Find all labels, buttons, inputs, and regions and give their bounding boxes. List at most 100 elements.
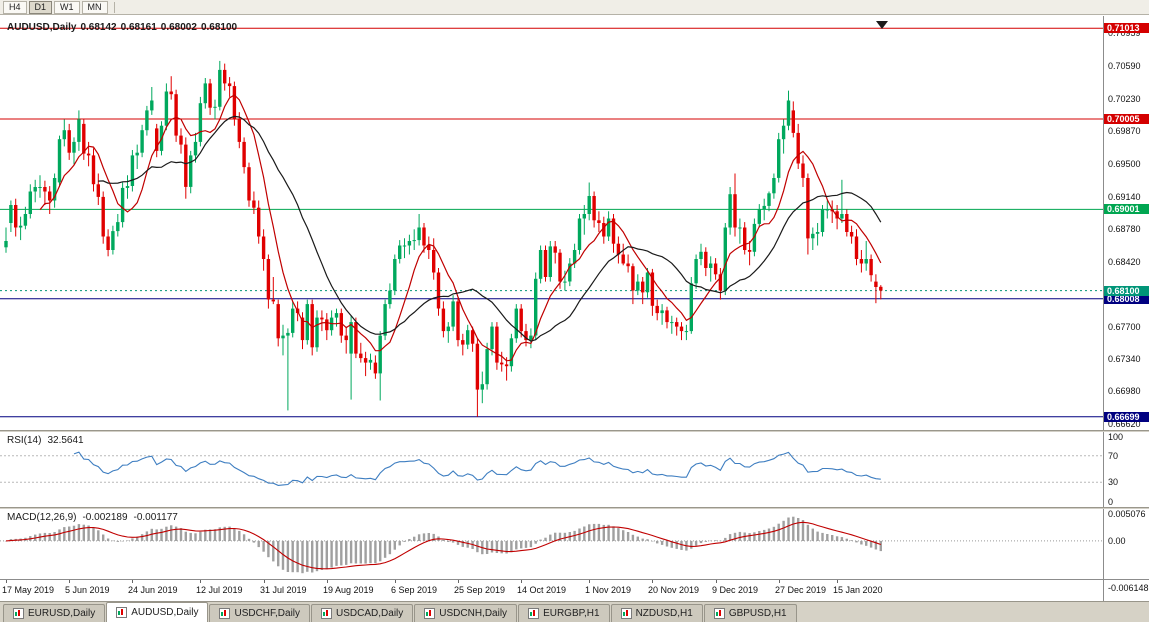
time-tick [458, 580, 459, 583]
rsi-value: 32.5641 [47, 435, 84, 446]
tab-label: EURUSD,Daily [28, 608, 96, 619]
time-tick [652, 580, 653, 583]
tab-usdcad-daily[interactable]: USDCAD,Daily [311, 604, 414, 622]
mini-chart-icon [528, 608, 540, 619]
price-axis-label: 0.69140 [1108, 191, 1141, 202]
time-tick [716, 580, 717, 583]
hline-price-tag: 0.66699 [1104, 411, 1149, 422]
mini-chart-icon [219, 608, 231, 619]
mini-chart-icon [116, 607, 128, 618]
mini-chart-icon [620, 608, 632, 619]
pane-splitter[interactable] [0, 507, 1149, 509]
tab-eurgbp-h1[interactable]: EURGBP,H1 [518, 604, 610, 622]
time-tick [395, 580, 396, 583]
macd-histogram [4, 516, 882, 574]
time-tick [521, 580, 522, 583]
rsi-pane[interactable]: RSI(14) 32.5641 100 70 30 0 [0, 432, 1149, 507]
price-axis-label: 0.70230 [1108, 93, 1141, 104]
macd-pane[interactable]: MACD(12,26,9) -0.002189 -0.001177 0.005076… [0, 509, 1149, 579]
timeframe-mn-button[interactable]: MN [81, 0, 108, 14]
tab-label: USDCAD,Daily [336, 608, 404, 619]
mini-chart-icon [321, 608, 333, 619]
rsi-axis[interactable]: 100 70 30 0 [1103, 432, 1149, 507]
time-tick [200, 580, 201, 583]
time-axis-label: 15 Jan 2020 [833, 585, 883, 595]
time-tick [327, 580, 328, 583]
price-axis-label: 0.70590 [1108, 61, 1141, 72]
tab-eurusd-daily[interactable]: EURUSD,Daily [3, 604, 106, 622]
current-price-tag: 0.68100 [1104, 285, 1149, 296]
time-tick [264, 580, 265, 583]
candles-group [4, 60, 883, 417]
macd-axis-label: 0.005076 [1108, 509, 1146, 519]
chart-title: AUDUSD,Daily 0.68142 0.68161 0.68002 0.68100 [7, 22, 241, 33]
time-tick [69, 580, 70, 583]
hline-price-tag: 0.70005 [1104, 113, 1149, 124]
tab-nzdusd-h1[interactable]: NZDUSD,H1 [610, 604, 703, 622]
moving-average-line [39, 94, 882, 362]
rsi-line [73, 451, 881, 486]
ohlc-open: 0.68142 [80, 22, 117, 33]
time-axis[interactable]: 17 May 2019 5 Jun 2019 24 Jun 2019 12 Jul 2… [0, 579, 1103, 601]
hline-price-tag: 0.69001 [1104, 204, 1149, 215]
price-axis-label: 0.69500 [1108, 159, 1141, 170]
time-axis-label: 31 Jul 2019 [260, 585, 307, 595]
timeframe-w1-button[interactable]: W1 [54, 0, 80, 14]
time-tick [837, 580, 838, 583]
macd-axis[interactable]: 0.005076 0.00 [1103, 509, 1149, 579]
chart-shift-marker [876, 21, 888, 29]
hline-price-tag: 0.71013 [1104, 23, 1149, 34]
macd-label: MACD(12,26,9) -0.002189 -0.001177 [7, 512, 178, 523]
price-axis-label: 0.69870 [1108, 126, 1141, 137]
price-axis-label: 0.67340 [1108, 354, 1141, 365]
timeframe-d1-button[interactable]: D1 [28, 0, 53, 14]
rsi-name: RSI(14) [7, 435, 42, 446]
tab-usdcnh-daily[interactable]: USDCNH,Daily [414, 604, 518, 622]
time-tick [6, 580, 7, 583]
tab-label: NZDUSD,H1 [635, 608, 693, 619]
macd-main-value: -0.002189 [82, 512, 128, 523]
rsi-plot[interactable] [0, 432, 1103, 507]
chart-tab-bar: EURUSD,Daily AUDUSD,Daily USDCHF,Daily U… [0, 601, 1149, 622]
price-axis[interactable]: 0.709590.705900.702300.698700.695000.691… [1103, 16, 1149, 430]
candlestick-chart[interactable] [0, 16, 1103, 430]
time-tick [779, 580, 780, 583]
chart-symbol: AUDUSD,Daily [7, 22, 77, 33]
time-axis-label: 20 Nov 2019 [648, 585, 700, 595]
tab-gbpusd-h1[interactable]: GBPUSD,H1 [703, 604, 797, 622]
macd-signal-value: -0.001177 [133, 512, 178, 523]
rsi-label: RSI(14) 32.5641 [7, 435, 84, 446]
tab-audusd-daily[interactable]: AUDUSD,Daily [106, 602, 209, 622]
tab-label: USDCNH,Daily [439, 608, 508, 619]
price-axis-label: 0.68420 [1108, 256, 1141, 267]
rsi-axis-label: 70 [1108, 450, 1119, 461]
time-axis-label: 5 Jun 2019 [65, 585, 110, 595]
tab-label: GBPUSD,H1 [728, 608, 787, 619]
rsi-axis-label: 100 [1108, 432, 1124, 442]
axis-corner: -0.006148 [1103, 579, 1149, 601]
time-axis-label: 12 Jul 2019 [196, 585, 243, 595]
rsi-axis-label: 0 [1108, 497, 1114, 507]
mini-chart-icon [424, 608, 436, 619]
mini-chart-icon [13, 608, 24, 619]
macd-name: MACD(12,26,9) [7, 512, 77, 523]
price-axis-label: 0.66980 [1108, 386, 1141, 397]
time-axis-label: 9 Dec 2019 [712, 585, 759, 595]
time-axis-label: 27 Dec 2019 [775, 585, 827, 595]
macd-axis-label: -0.006148 [1108, 583, 1149, 593]
time-axis-label: 6 Sep 2019 [391, 585, 438, 595]
main-chart-pane[interactable]: AUDUSD,Daily 0.68142 0.68161 0.68002 0.68100… [0, 16, 1149, 430]
ohlc-close: 0.68100 [200, 22, 238, 33]
pane-splitter[interactable] [0, 430, 1149, 432]
price-axis-label: 0.66620 [1108, 418, 1141, 429]
price-axis-label: 0.68780 [1108, 224, 1141, 235]
tab-label: EURGBP,H1 [543, 608, 600, 619]
tab-usdchf-daily[interactable]: USDCHF,Daily [209, 604, 311, 622]
time-axis-label: 25 Sep 2019 [454, 585, 506, 595]
timeframe-h4-button[interactable]: H4 [3, 0, 27, 14]
price-axis-label: 0.67700 [1108, 321, 1141, 332]
time-axis-label: 24 Jun 2019 [128, 585, 178, 595]
macd-plot[interactable] [0, 509, 1103, 579]
time-tick [132, 580, 133, 583]
